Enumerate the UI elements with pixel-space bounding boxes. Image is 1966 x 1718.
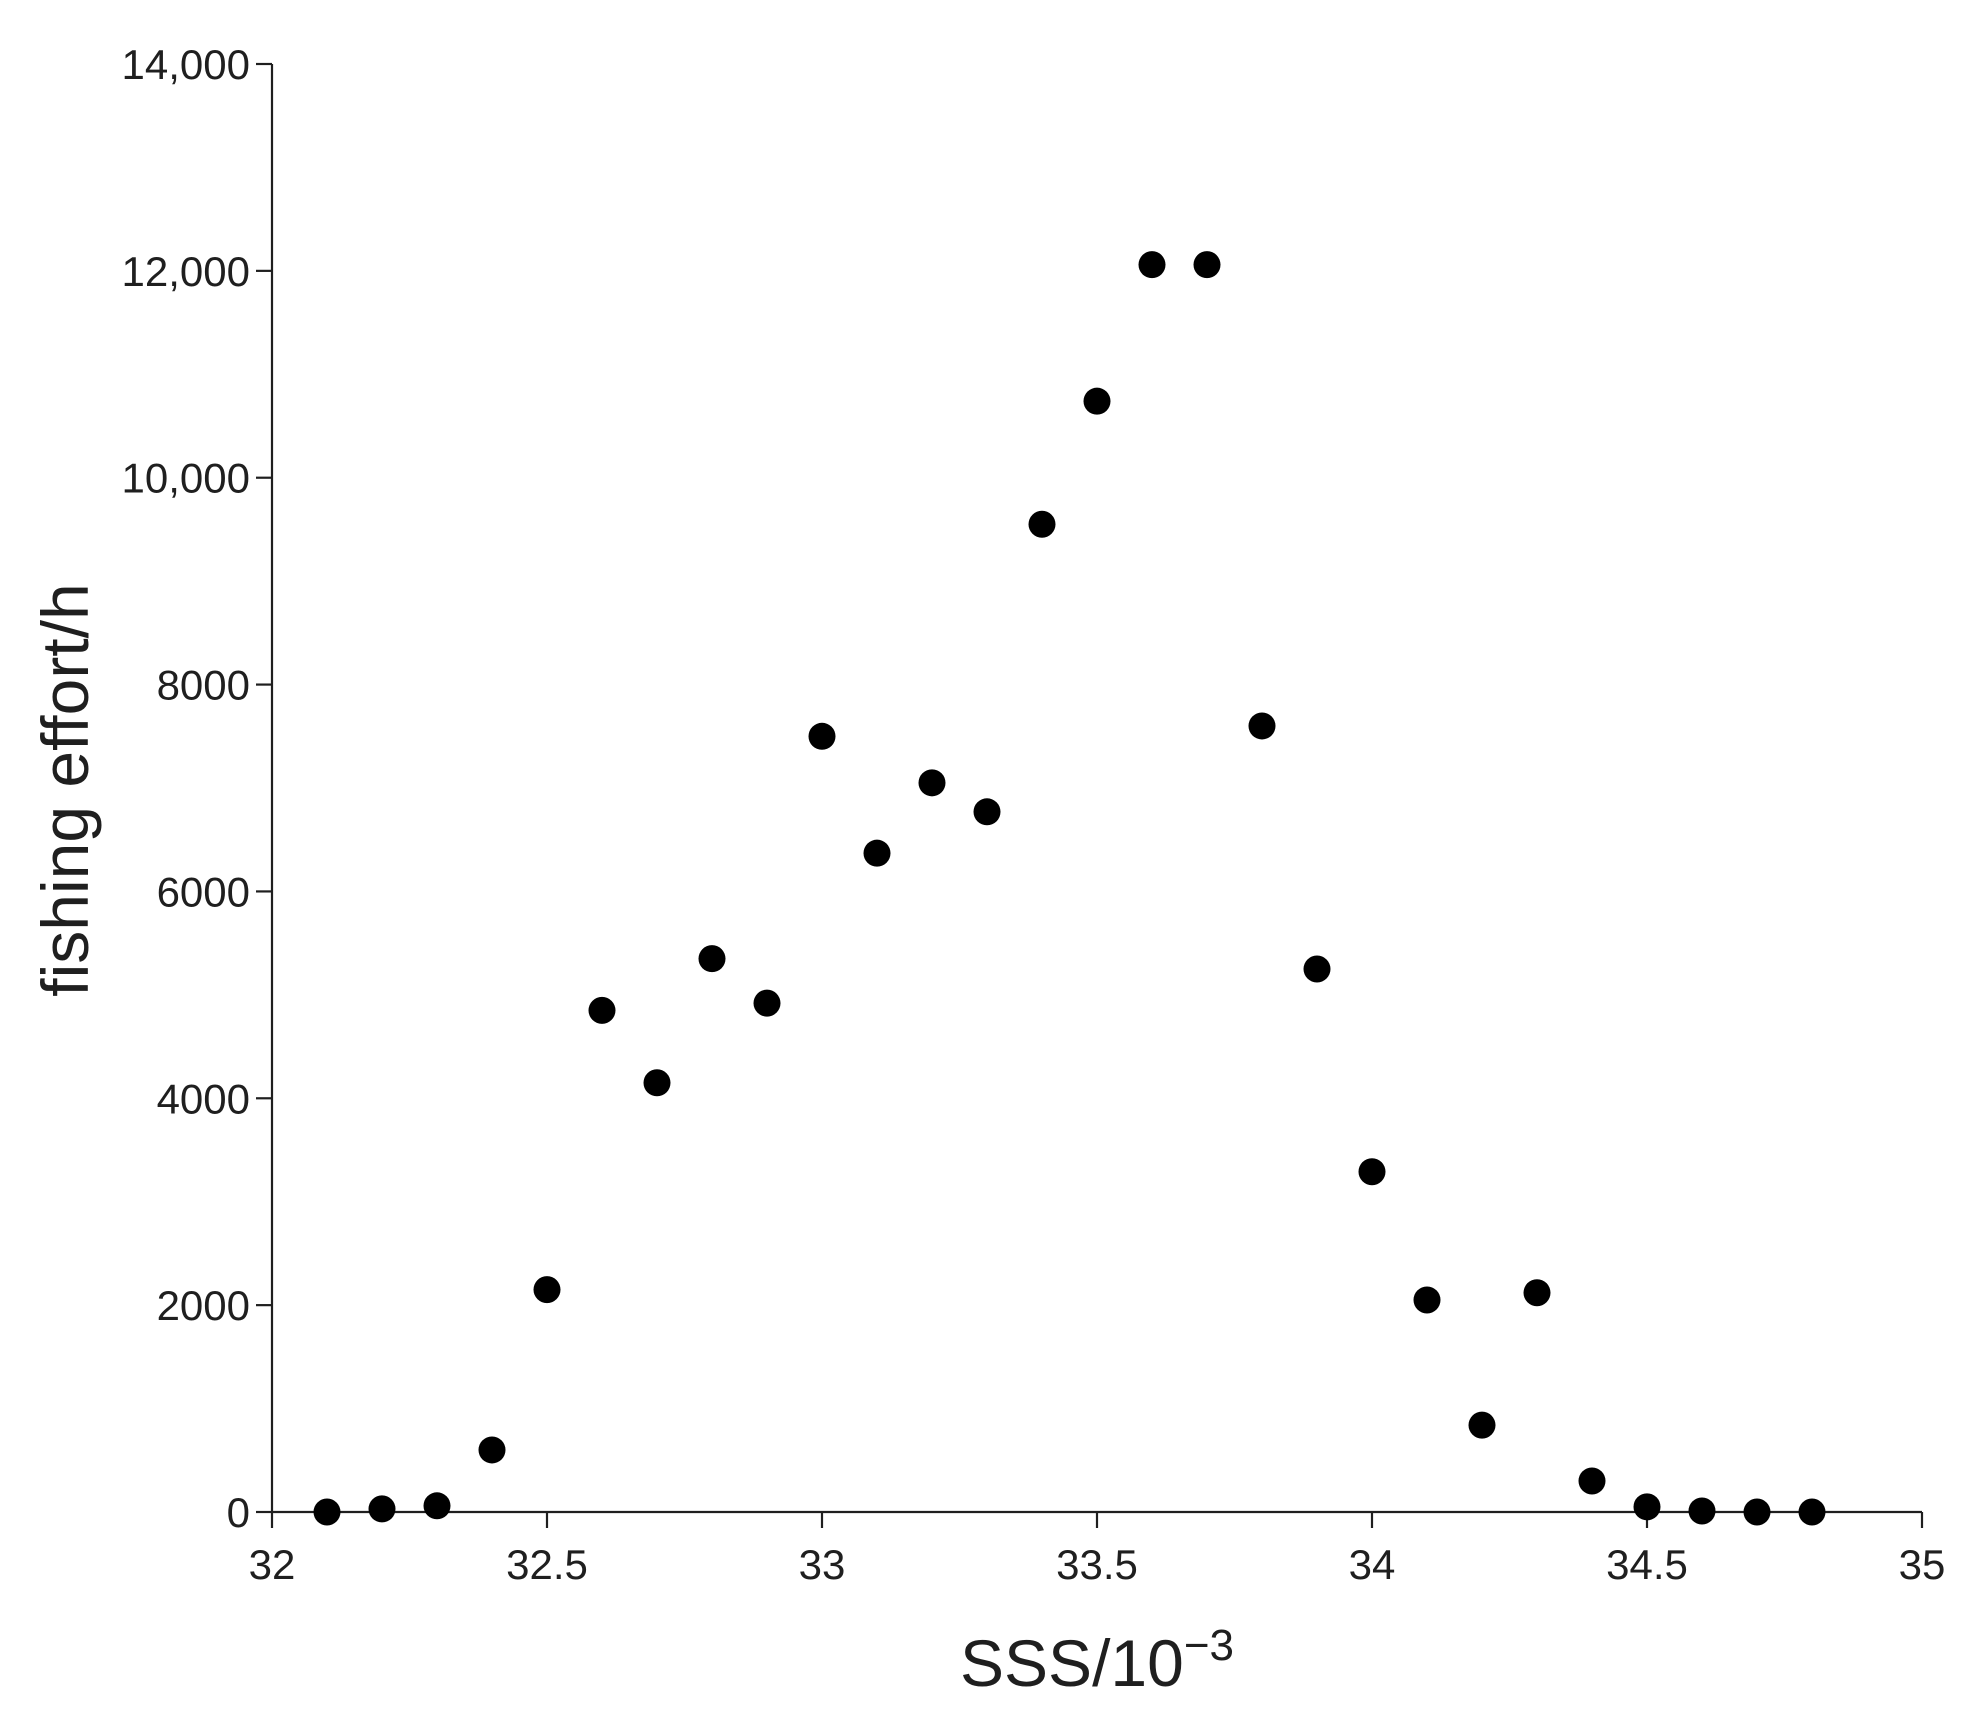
- axis-lines: [270, 64, 1922, 1514]
- data-point: [1248, 712, 1276, 740]
- y-tick-label: 12,000: [122, 248, 250, 295]
- y-tick-label: 14,000: [122, 41, 250, 88]
- x-tick-label: 32.5: [506, 1541, 588, 1588]
- data-point: [1688, 1497, 1716, 1525]
- y-tick-label: 2000: [157, 1282, 250, 1329]
- data-point: [478, 1436, 506, 1464]
- data-point: [698, 945, 726, 973]
- x-tick-label: 33: [799, 1541, 846, 1588]
- data-point: [588, 996, 616, 1024]
- x-tick-label: 35: [1899, 1541, 1946, 1588]
- y-tick-label: 8000: [157, 662, 250, 709]
- data-point: [1138, 251, 1166, 279]
- data-point: [1358, 1158, 1386, 1186]
- x-tick-label: 32: [249, 1541, 296, 1588]
- data-points: [313, 251, 1826, 1526]
- y-tick-label: 6000: [157, 868, 250, 915]
- data-point: [1468, 1411, 1496, 1439]
- x-tick-label: 34.5: [1606, 1541, 1688, 1588]
- data-point: [313, 1498, 341, 1526]
- data-point: [368, 1495, 396, 1523]
- data-point: [863, 839, 891, 867]
- y-axis-ticks: 0 2000 4000 6000 8000 10,000 12,000 14,000: [122, 41, 272, 1536]
- data-point: [423, 1492, 451, 1520]
- x-tick-label: 34: [1349, 1541, 1396, 1588]
- y-axis-title: fishing effort/h: [28, 583, 102, 996]
- data-point: [1083, 387, 1111, 415]
- data-point: [753, 989, 781, 1017]
- data-point: [1633, 1493, 1661, 1521]
- y-tick-label: 4000: [157, 1075, 250, 1122]
- y-tick-label: 0: [227, 1489, 250, 1536]
- data-point: [973, 798, 1001, 826]
- axes: [270, 64, 1922, 1514]
- data-point: [1413, 1286, 1441, 1314]
- x-axis-title-superscript: −3: [1184, 1621, 1234, 1670]
- data-point: [1798, 1498, 1826, 1526]
- x-axis-title: SSS/10−3: [960, 1621, 1234, 1700]
- data-point: [1193, 251, 1221, 279]
- data-point: [1303, 955, 1331, 983]
- data-point: [1743, 1498, 1771, 1526]
- data-point: [1578, 1467, 1606, 1495]
- x-tick-label: 33.5: [1056, 1541, 1138, 1588]
- data-point: [1523, 1279, 1551, 1307]
- data-point: [808, 722, 836, 750]
- data-point: [1028, 510, 1056, 538]
- data-point: [533, 1276, 561, 1304]
- x-axis-ticks: 32 32.5 33 33.5 34 34.5 35: [249, 1512, 1946, 1588]
- y-tick-label: 10,000: [122, 455, 250, 502]
- x-axis-title-base: SSS/10: [960, 1626, 1184, 1700]
- data-point: [643, 1069, 671, 1097]
- data-point: [918, 769, 946, 797]
